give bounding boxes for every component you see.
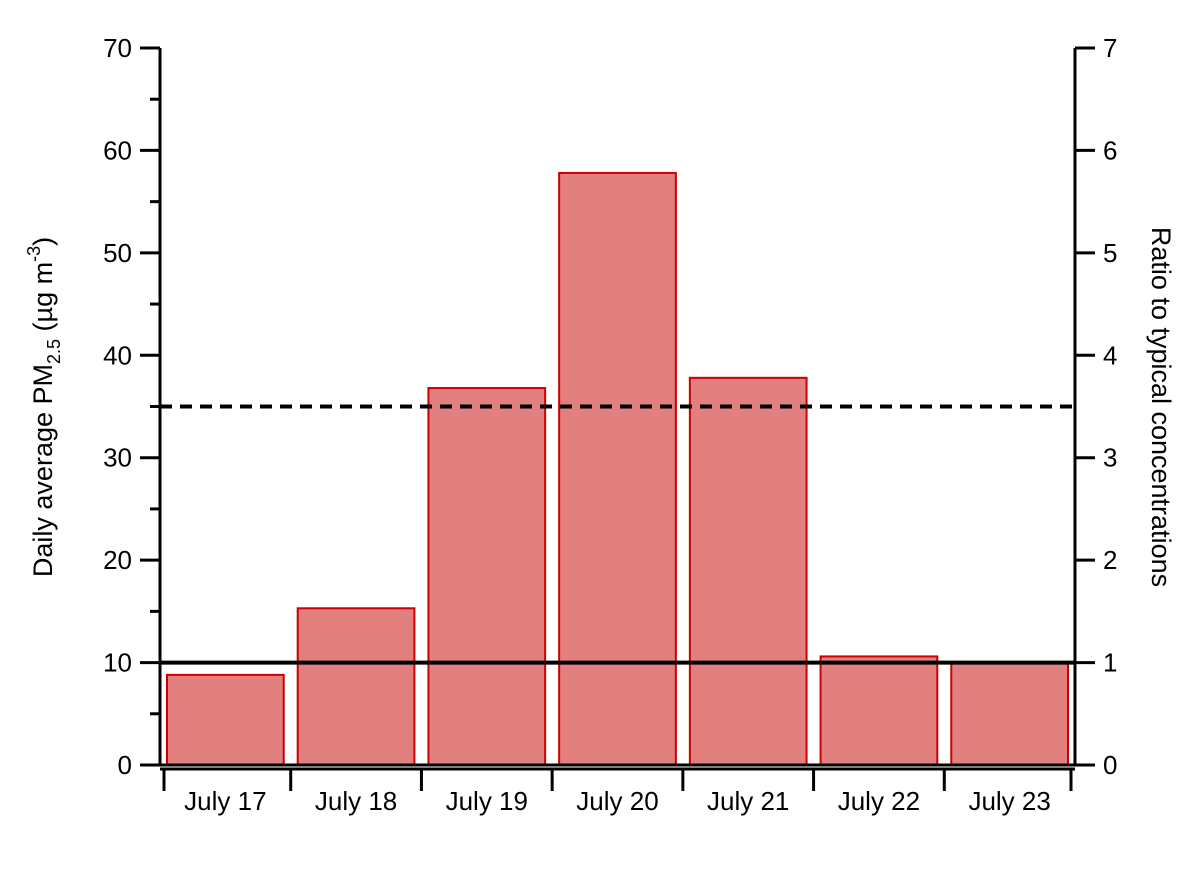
y2-tick-label: 4 [1103, 340, 1117, 370]
bar-july-19 [427, 387, 547, 766]
y2-axis-title: Ratio to typical concentrations [1146, 227, 1176, 587]
y2-tick-label: 6 [1103, 135, 1117, 165]
bar-july-23 [950, 661, 1069, 766]
bar-july-17 [166, 673, 285, 766]
x-category-label: July 21 [707, 786, 789, 816]
y2-tick-label: 7 [1103, 33, 1117, 63]
x-category-label: July 20 [576, 786, 658, 816]
y-tick-label: 50 [103, 238, 132, 268]
y-tick-label: 20 [103, 545, 132, 575]
y2-tick-label: 1 [1103, 648, 1117, 678]
bar-july-22 [819, 655, 939, 767]
y-tick-label: 70 [103, 33, 132, 63]
bar-july-21 [688, 376, 808, 766]
x-category-label: July 23 [968, 786, 1050, 816]
reference-lines [160, 404, 1075, 665]
y2-tick-label: 0 [1103, 750, 1117, 780]
y2-tick-label: 3 [1103, 443, 1117, 473]
bar-july-18 [296, 607, 416, 767]
bar-july-20 [558, 171, 677, 767]
y-tick-label: 30 [103, 443, 132, 473]
y2-tick-label: 5 [1103, 238, 1117, 268]
x-category-label: July 18 [315, 786, 397, 816]
y-tick-label: 60 [103, 135, 132, 165]
x-category-label: July 19 [446, 786, 528, 816]
y-tick-label: 40 [103, 340, 132, 370]
y-tick-label: 10 [103, 648, 132, 678]
x-category-label: July 22 [838, 786, 920, 816]
bars-group [166, 171, 1069, 767]
ticks-group: 0 10 20 30 40 50 60 70 0 1 2 3 4 5 6 7 July 17 July 18 Jul… [103, 33, 1117, 816]
y-axis-title: Daily average PM2.5 (µg m-3) [24, 237, 64, 577]
x-category-label: July 17 [184, 786, 266, 816]
y-tick-label: 0 [118, 750, 132, 780]
y2-tick-label: 2 [1103, 545, 1117, 575]
